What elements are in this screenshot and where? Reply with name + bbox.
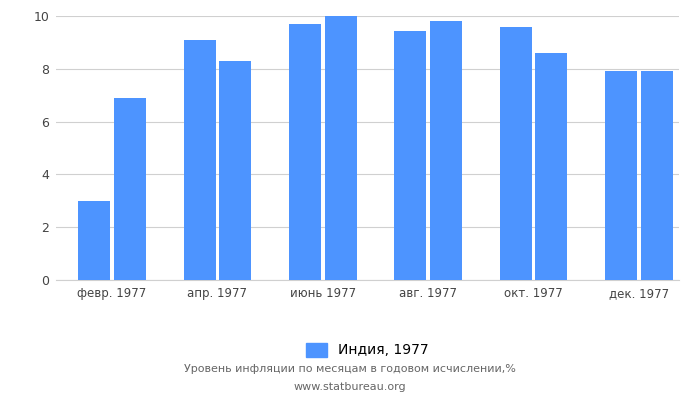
Bar — [640, 72, 673, 280]
Text: www.statbureau.org: www.statbureau.org — [294, 382, 406, 392]
Bar — [606, 72, 637, 280]
Bar — [78, 201, 110, 280]
Bar — [500, 26, 531, 280]
Bar — [183, 40, 216, 280]
Bar — [114, 98, 146, 280]
Bar — [394, 30, 426, 280]
Bar — [219, 61, 251, 280]
Bar — [430, 21, 462, 280]
Text: Уровень инфляции по месяцам в годовом исчислении,%: Уровень инфляции по месяцам в годовом ис… — [184, 364, 516, 374]
Legend: Индия, 1977: Индия, 1977 — [301, 337, 434, 363]
Bar — [289, 24, 321, 280]
Bar — [536, 53, 567, 280]
Bar — [325, 16, 356, 280]
